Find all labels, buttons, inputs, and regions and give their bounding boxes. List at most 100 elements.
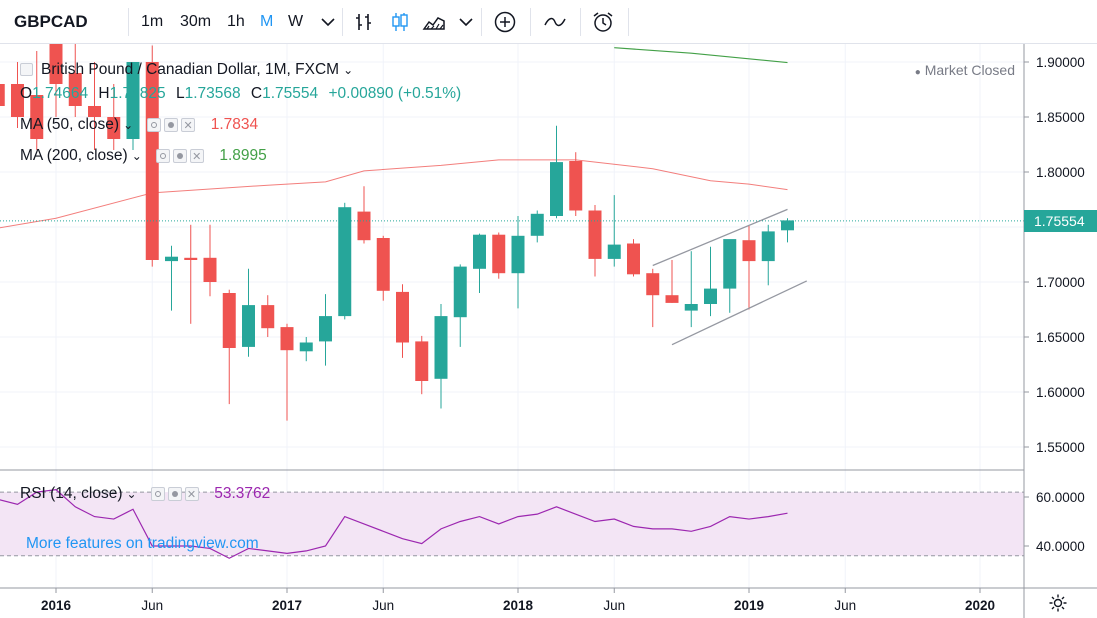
watermark-link[interactable]: More features on tradingview.com xyxy=(26,535,259,552)
candle-body xyxy=(511,235,525,274)
candle xyxy=(376,235,390,301)
compare-icon[interactable] xyxy=(543,10,567,34)
chevron-down-icon[interactable]: ⌄ xyxy=(131,149,142,164)
candle-body xyxy=(165,256,178,262)
candle-body xyxy=(280,327,294,351)
high-value: 1.75825 xyxy=(109,85,166,102)
last-price-tag: 1.75554 xyxy=(1024,209,1097,232)
chart-canvas[interactable]: 1.900001.850001.800001.750001.700001.650… xyxy=(0,44,1097,618)
interval-1m-button[interactable]: 1m xyxy=(141,13,164,30)
ma200-legend[interactable]: MA (200, close)⌄ 1.8995 xyxy=(20,146,267,167)
candle-body xyxy=(145,62,159,260)
time-axis[interactable]: 2016 Jun 2017 Jun 2018 Jun 2019 Jun 2020 xyxy=(41,588,995,613)
eye-icon[interactable] xyxy=(150,486,165,501)
trendline[interactable] xyxy=(652,208,788,267)
candle xyxy=(126,62,140,150)
candle xyxy=(203,224,217,297)
candle xyxy=(415,335,429,395)
candle-body xyxy=(242,305,255,347)
price-axis[interactable]: 1.900001.850001.800001.750001.700001.650… xyxy=(1024,55,1085,455)
candle xyxy=(511,216,525,309)
toolbar-divider xyxy=(481,8,482,36)
candle-body xyxy=(492,234,506,274)
interval-30m-button[interactable]: 30m xyxy=(180,13,212,30)
time-tick-label: 2020 xyxy=(965,598,995,613)
symbol-legend: British Pound / Canadian Dollar, 1M, FXC… xyxy=(20,60,353,80)
candle-body xyxy=(68,73,82,106)
settings-gear-icon[interactable] xyxy=(1048,593,1068,613)
rsi-band xyxy=(0,492,1024,556)
eye-icon[interactable] xyxy=(147,117,162,132)
add-indicator-icon[interactable] xyxy=(493,10,517,34)
rsi-label: RSI (14, close) xyxy=(20,485,123,503)
close-icon[interactable] xyxy=(181,116,196,136)
low-label: L xyxy=(175,85,185,102)
interval-1h-button[interactable]: 1h xyxy=(227,13,245,30)
bar-chart-icon[interactable] xyxy=(352,10,376,34)
interval-week-button[interactable]: W xyxy=(288,13,304,30)
collapse-icon[interactable] xyxy=(20,63,33,77)
chevron-down-icon[interactable] xyxy=(316,10,340,34)
time-tick-label: Jun xyxy=(141,598,163,613)
area-chart-icon[interactable] xyxy=(422,10,446,34)
candle-body xyxy=(781,220,794,231)
rsi-tick-label: 40.0000 xyxy=(1036,539,1085,554)
candle xyxy=(280,323,294,421)
market-status: ● Market Closed xyxy=(915,62,1015,78)
candle xyxy=(30,51,44,150)
rsi-legend[interactable]: RSI (14, close)⌄ 53.3762 xyxy=(20,484,270,505)
candle xyxy=(145,45,159,267)
candle-body xyxy=(357,211,371,241)
trend-channel[interactable] xyxy=(652,208,808,346)
time-tick-label: 2018 xyxy=(503,598,534,613)
ma50-legend[interactable]: MA (50, close)⌄ 1.7834 xyxy=(20,115,258,136)
close-icon[interactable] xyxy=(184,485,199,505)
gear-icon[interactable] xyxy=(167,486,182,501)
candle-body xyxy=(203,257,217,282)
chevron-down-icon[interactable]: ⌄ xyxy=(343,63,354,77)
candle xyxy=(242,268,255,357)
candle-body xyxy=(49,44,63,84)
chevron-down-icon[interactable] xyxy=(454,10,478,34)
chevron-down-icon[interactable]: ⌄ xyxy=(123,118,134,133)
symbol-search-button[interactable]: GBPCAD xyxy=(14,12,88,31)
rsi-pane[interactable] xyxy=(0,489,1024,559)
ma200-line xyxy=(614,47,788,64)
candle xyxy=(165,245,178,311)
candle-body xyxy=(569,161,583,211)
candle-body xyxy=(126,62,140,139)
market-status-label: Market Closed xyxy=(924,62,1015,78)
candle xyxy=(627,239,640,277)
candle xyxy=(607,195,621,267)
candle xyxy=(781,218,794,243)
candles-icon[interactable] xyxy=(388,10,412,34)
candle xyxy=(49,44,63,117)
rsi-line xyxy=(0,489,788,559)
high-label: H xyxy=(98,85,110,102)
candle-body xyxy=(0,84,5,106)
interval-month-button[interactable]: M xyxy=(260,13,274,30)
alarm-icon[interactable] xyxy=(591,10,615,34)
candle-body xyxy=(665,295,679,303)
candlestick-series xyxy=(0,44,794,421)
candle xyxy=(222,289,236,405)
time-tick-label: 2016 xyxy=(41,598,72,613)
chevron-down-icon[interactable]: ⌄ xyxy=(126,487,137,502)
close-icon[interactable] xyxy=(190,147,205,167)
ma200-label: MA (200, close) xyxy=(20,147,128,165)
candle xyxy=(319,294,332,366)
candle-body xyxy=(550,162,563,216)
top-toolbar: GBPCAD 1m 30m 1h M W xyxy=(0,0,1097,44)
open-value: 1.74664 xyxy=(32,85,89,102)
open-label: O xyxy=(20,85,33,102)
trendline[interactable] xyxy=(671,280,808,346)
gear-icon[interactable] xyxy=(173,148,188,163)
time-tick-label: 2017 xyxy=(272,598,302,613)
symbol-title: British Pound / Canadian Dollar, 1M, FXC… xyxy=(41,61,340,78)
eye-icon[interactable] xyxy=(156,148,171,163)
candle xyxy=(184,224,198,324)
gear-icon[interactable] xyxy=(164,117,179,132)
rsi-axis[interactable]: 60.0000 40.0000 xyxy=(1024,490,1085,554)
candle xyxy=(742,225,756,310)
